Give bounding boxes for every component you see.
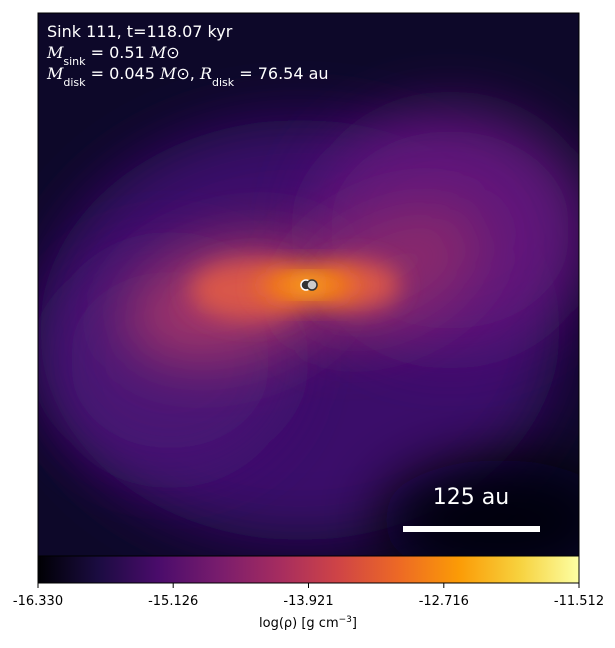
annotation-part: = 0.045 — [86, 64, 160, 83]
annotation-part: ⊙ — [166, 43, 179, 62]
annotation-part: M — [46, 43, 64, 62]
annotation-part: = 76.54 au — [234, 64, 328, 83]
colorbar — [37, 555, 580, 584]
colorbar-tick-label: -16.330 — [13, 594, 63, 609]
annotation-part: , — [190, 64, 200, 83]
scale-bar-label: 125 au — [433, 485, 509, 510]
annotation-part: ⊙ — [176, 64, 189, 83]
annotation-part: M — [149, 43, 167, 62]
annotation-part: R — [199, 64, 212, 83]
colorbar-label-part: log(ρ) [g cm — [259, 616, 339, 631]
colorbar-tick-label: -12.716 — [419, 594, 469, 609]
colorbar-tick-label: -11.512 — [554, 594, 604, 609]
colorbar-label-part: −3 — [339, 615, 352, 625]
annotation-part: sink — [63, 55, 86, 68]
annotation-part: = 0.51 — [86, 43, 150, 62]
annotation-part: M — [46, 64, 64, 83]
colorbar-tick-label: -15.126 — [148, 594, 198, 609]
sinks — [300, 279, 318, 291]
annotation: Sink 111, t=118.07 kyr — [47, 22, 233, 41]
annotation-part: disk — [212, 76, 235, 89]
annotation-part: M — [159, 64, 177, 83]
annotation: Mdisk = 0.045 M⊙, Rdisk = 76.54 au — [46, 64, 329, 89]
colorbar-label: log(ρ) [g cm−3] — [259, 615, 357, 631]
annotation-part: disk — [63, 76, 86, 89]
annotation-part: Sink 111, t=118.07 kyr — [47, 22, 233, 41]
colorbar-label-part: ] — [352, 616, 357, 631]
scale-bar — [403, 526, 540, 532]
density-map — [38, 13, 579, 556]
colorbar-tick-label: -13.921 — [283, 594, 333, 609]
annotation: Msink = 0.51 M⊙ — [46, 43, 180, 68]
